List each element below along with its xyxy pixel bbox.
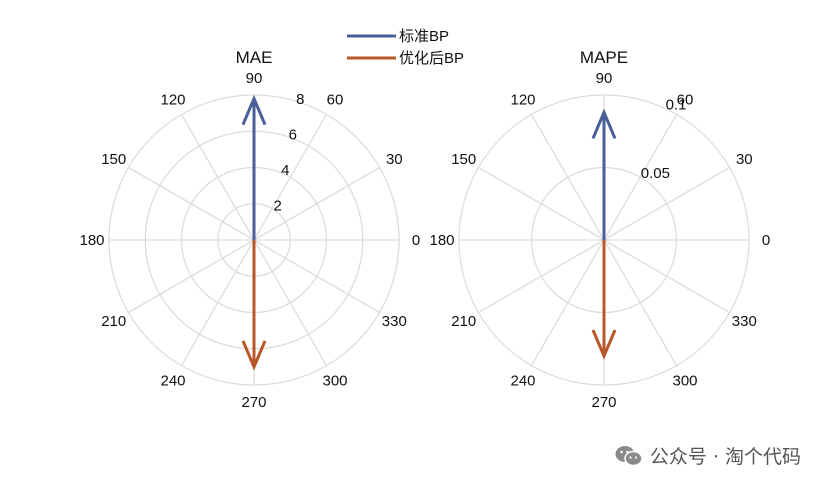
grid-spoke [603,239,730,314]
grid-spoke [603,239,678,366]
watermark: 公众号 · 淘个代码 [614,442,801,469]
grid-spoke [603,166,730,241]
theta-tick-label: 180 [79,232,104,249]
theta-tick-label: 90 [246,70,263,87]
grid-spoke [253,114,328,241]
series-arrow-standard-bp [241,94,267,240]
theta-tick-label: 300 [322,372,347,389]
theta-tick-label: 270 [241,394,266,411]
grid-spoke [128,239,255,314]
theta-tick-label: 300 [672,372,697,389]
theta-tick-label: 240 [510,372,535,389]
theta-tick-label: 120 [160,92,185,109]
arrow-head [591,108,617,139]
grid-spoke [180,114,255,241]
theta-tick-label: 90 [596,70,613,87]
chart-title: MAPE [580,48,628,67]
grid-spoke [478,239,605,314]
theta-tick-label: 150 [451,151,476,168]
theta-tick-label: 180 [429,232,454,249]
series-arrow-standard-bp [591,108,617,240]
polar-chart-mae: 0 30 60 90 120 150 180 210 240 270 300 330 MAE 2 4 6 8 [79,48,420,411]
theta-tick-label: 60 [677,92,694,109]
r-tick-label: 0.1 [666,97,687,114]
grid-spoke [253,239,328,366]
grid-spoke [603,114,678,241]
grid-spoke [530,239,605,366]
chart-title: MAE [236,48,273,67]
grid-spoke [180,239,255,366]
legend-label-1: 优化后BP [399,50,464,67]
watermark-text: 公众号 · 淘个代码 [649,446,801,468]
grid-spoke [253,166,380,241]
legend-label-0: 标准BP [399,28,449,45]
r-tick-label: 6 [289,127,297,144]
theta-tick-label: 150 [101,151,126,168]
grid-spoke [128,166,255,241]
arrow-head [241,94,267,126]
r-tick-label: 2 [274,198,282,215]
r-tick-label: 4 [281,162,289,179]
theta-tick-label: 0 [762,232,770,249]
arrow-head [591,329,617,360]
r-tick-label: 0.05 [641,165,670,182]
theta-tick-label: 210 [451,313,476,330]
theta-tick-label: 270 [591,394,616,411]
series-arrow-optimized-bp [241,240,267,371]
grid-spoke [253,239,380,314]
wechat-icon [615,445,643,466]
theta-tick-label: 330 [382,313,407,330]
series-arrow-optimized-bp [591,240,617,360]
theta-tick-label: 240 [160,372,185,389]
theta-tick-label: 210 [101,313,126,330]
legend: 标准BP 优化后BP [347,28,464,67]
arrow-head [241,340,267,371]
theta-tick-label: 0 [412,232,420,249]
theta-tick-label: 330 [732,313,757,330]
theta-tick-label: 120 [510,92,535,109]
theta-tick-label: 30 [386,151,403,168]
r-tick-label: 8 [296,91,304,108]
grid-spoke [530,114,605,241]
theta-tick-label: 30 [736,151,753,168]
polar-chart-mape: 0 30 60 90 120 150 180 210 240 270 300 330 MAPE 0.05 0… [429,48,770,411]
grid-spoke [478,166,605,241]
theta-tick-label: 60 [327,92,344,109]
